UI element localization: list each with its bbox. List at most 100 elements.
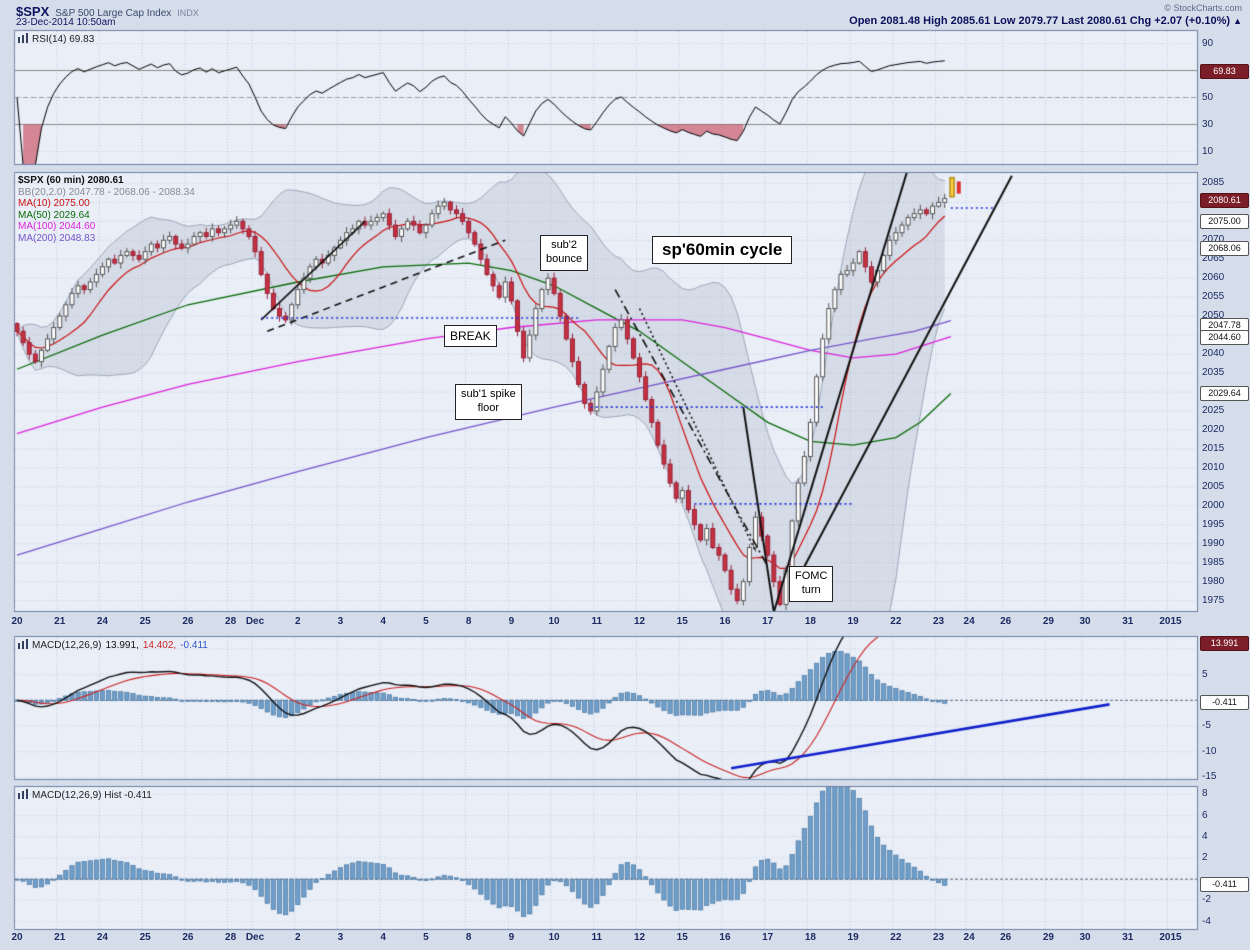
price-badge-13.991: 13.991 (1200, 636, 1249, 651)
x-axis-label-3-bottom: 3 (337, 932, 344, 943)
y-axis-label-main: 2020 (1202, 424, 1225, 435)
x-axis-label-2015: 2015 (1159, 616, 1182, 627)
y-axis-label-main: 1975 (1202, 595, 1225, 606)
main-legend-line-5: MA(200) 2048.83 (18, 232, 96, 244)
x-axis-label-16: 16 (719, 616, 731, 627)
y-axis-label-main: 2040 (1202, 348, 1225, 359)
y-axis-label-main: 1980 (1202, 576, 1225, 587)
y-axis-label-main: 2000 (1202, 500, 1225, 511)
x-axis-label-23: 23 (933, 616, 945, 627)
index-name: S&P 500 Large Cap Index (55, 8, 172, 19)
x-axis-label-24: 24 (96, 616, 108, 627)
main-legend-line-0: $SPX (60 min) 2080.61 (18, 175, 124, 186)
x-axis-label-12-bottom: 12 (633, 932, 646, 943)
price-badge-69.83: 69.83 (1200, 64, 1249, 79)
x-axis-label-4: 4 (380, 616, 386, 627)
x-axis-label-9-bottom: 9 (508, 932, 515, 943)
rsi-panel-icon (18, 33, 28, 46)
rsi-legend-text: RSI(14) 69.83 (32, 34, 95, 45)
x-axis-label-2-bottom: 2 (294, 932, 301, 943)
y-axis-label-main: 2060 (1202, 272, 1225, 283)
x-axis-label-Dec-bottom: Dec (245, 932, 265, 943)
macd-hist-value: -0.411 (180, 640, 208, 651)
y-axis-label-main: 1985 (1202, 557, 1225, 568)
macd-legend-prefix: MACD(12,26,9) (32, 640, 102, 651)
y-axis-label-main: 2025 (1202, 405, 1225, 416)
x-axis-label-10-bottom: 10 (548, 932, 560, 943)
y-axis-label-main: 1990 (1202, 538, 1225, 549)
x-axis-label-24: 24 (963, 616, 975, 627)
y-axis-label-macd: -15 (1202, 771, 1217, 782)
chart-header: $SPX S&P 500 Large Cap Index INDX (16, 3, 199, 21)
main-legend-line-1: BB(20,2.0) 2047.78 - 2068.06 - 2088.34 (18, 186, 195, 198)
x-axis-label-10: 10 (548, 616, 560, 627)
main-legend-line-4: MA(100) 2044.60 (18, 221, 96, 232)
x-axis-label-25-bottom: 25 (139, 932, 151, 943)
y-axis-label-rsi: 30 (1202, 119, 1214, 130)
y-axis-label-hist: -2 (1202, 894, 1211, 905)
y-axis-label-macd: 5 (1202, 669, 1208, 680)
x-axis-label-20: 20 (11, 616, 23, 627)
x-axis-label-15-bottom: 15 (676, 932, 688, 943)
y-axis-label-hist: 6 (1202, 810, 1208, 821)
main-legend: $SPX (60 min) 2080.61 BB(20,2.0) 2047.78 … (18, 175, 195, 244)
macd-panel-icon (18, 639, 28, 652)
x-axis-label-8: 8 (465, 616, 472, 627)
y-axis-label-main: 2085 (1202, 177, 1225, 188)
x-axis-label-19: 19 (847, 616, 859, 627)
x-axis-label-18: 18 (804, 616, 816, 627)
x-axis-label-24-bottom: 24 (96, 932, 108, 943)
x-axis-label-26-bottom: 26 (182, 932, 194, 943)
x-axis-label-17-bottom: 17 (762, 932, 774, 943)
x-axis-label-23-bottom: 23 (933, 932, 945, 943)
hist-legend-text: MACD(12,26,9) Hist -0.411 (32, 790, 152, 801)
x-axis-label-2: 2 (294, 616, 301, 627)
x-axis-label-29-bottom: 29 (1042, 932, 1054, 943)
x-axis-label-25: 25 (139, 616, 151, 627)
x-axis-label-4-bottom: 4 (380, 932, 386, 943)
x-axis-label-18-bottom: 18 (804, 932, 816, 943)
x-axis-label-31-bottom: 31 (1122, 932, 1134, 943)
y-axis-label-main: 2005 (1202, 481, 1225, 492)
x-axis-label-28: 28 (225, 616, 237, 627)
x-axis-label-11: 11 (591, 616, 603, 627)
y-axis-label-macd: -10 (1202, 746, 1217, 757)
x-axis-label-31: 31 (1122, 616, 1134, 627)
x-axis-label-12: 12 (633, 616, 646, 627)
chart-datetime: 23-Dec-2014 10:50am (16, 17, 116, 28)
price-badge-2068.06: 2068.06 (1200, 241, 1249, 256)
y-axis-label-rsi: 90 (1202, 38, 1214, 49)
y-axis-label-main: 1995 (1202, 519, 1225, 530)
y-axis-label-hist: 2 (1202, 852, 1208, 863)
annotation-sub1-spike-floor: sub'1 spike floor (455, 384, 522, 420)
x-axis-label-30-bottom: 30 (1079, 932, 1091, 943)
quote-values: Open 2081.48 High 2085.61 Low 2079.77 La… (849, 15, 1231, 27)
x-axis-label-22-bottom: 22 (890, 932, 902, 943)
y-axis-label-main: 2055 (1202, 291, 1225, 302)
y-axis-label-main: 2010 (1202, 462, 1225, 473)
price-badge-2029.64: 2029.64 (1200, 386, 1249, 401)
price-badge--0.411: -0.411 (1200, 877, 1249, 892)
annotation-cycle-title: sp'60min cycle (652, 236, 793, 265)
copyright: © StockCharts.com (1164, 3, 1242, 13)
price-badge-2044.60: 2044.60 (1200, 330, 1249, 345)
x-axis-label-17: 17 (762, 616, 774, 627)
x-axis-label-30: 30 (1079, 616, 1091, 627)
y-axis-label-hist: 8 (1202, 788, 1208, 799)
price-badge--0.411: -0.411 (1200, 695, 1249, 710)
x-axis-label-26-bottom: 26 (1000, 932, 1012, 943)
price-badge-2075.00: 2075.00 (1200, 214, 1249, 229)
y-axis-label-main: 2050 (1202, 310, 1225, 321)
x-axis-label-16-bottom: 16 (719, 932, 731, 943)
x-axis-label-21: 21 (54, 616, 66, 627)
macd-signal-value: 14.402, (142, 640, 177, 651)
y-axis-label-rsi: 10 (1202, 146, 1214, 157)
y-axis-label-rsi: 50 (1202, 92, 1214, 103)
y-axis-label-main: 2035 (1202, 367, 1225, 378)
x-axis-label-8-bottom: 8 (465, 932, 472, 943)
price-badge-2080.61: 2080.61 (1200, 193, 1249, 208)
hist-legend: MACD(12,26,9) Hist -0.411 (18, 789, 152, 802)
macd-legend: MACD(12,26,9) 13.991, 14.402, -0.411 (18, 639, 212, 652)
